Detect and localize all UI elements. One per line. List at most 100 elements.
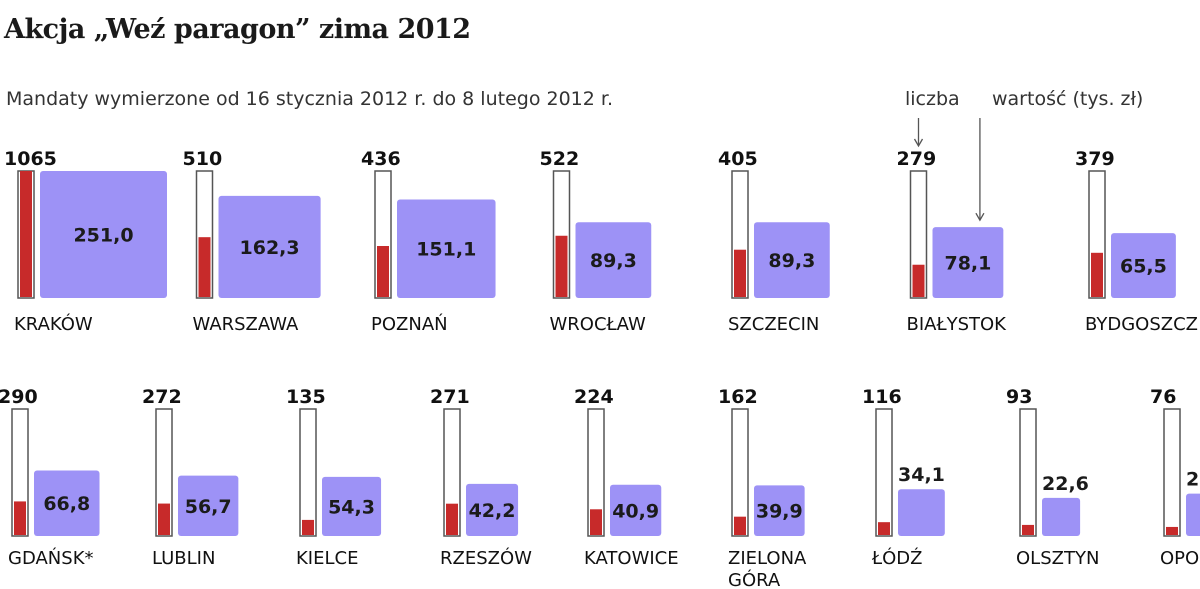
city-label: OLSZTYN	[1016, 548, 1099, 569]
city-label: WROCŁAW	[550, 314, 646, 335]
city-label: GDAŃSK*	[8, 547, 94, 569]
count-label: 405	[718, 148, 758, 170]
count-tube	[731, 408, 749, 537]
city-group: 290 66,8 GDAŃSK*	[0, 386, 100, 569]
value-label: 40,9	[612, 500, 659, 522]
count-label: 162	[718, 386, 758, 408]
count-label: 224	[574, 386, 614, 408]
value-square	[575, 222, 652, 298]
city-group: 405 89,3 SZCZECIN	[718, 148, 830, 335]
count-label: 272	[142, 386, 182, 408]
value-label: 34,1	[898, 464, 945, 486]
chart-subtitle: Mandaty wymierzone od 16 stycznia 2012 r…	[6, 88, 613, 110]
count-bar	[302, 519, 314, 535]
count-label: 1065	[4, 148, 57, 170]
value-label: 89,3	[768, 250, 815, 272]
legend-value-label: wartość (tys. zł)	[992, 88, 1144, 110]
city-label: LUBLIN	[152, 548, 215, 569]
city-group: 93 22,6 OLSZTYN	[1006, 386, 1099, 569]
count-bar	[912, 264, 925, 297]
count-label: 510	[183, 148, 223, 170]
value-square	[40, 171, 167, 298]
value-square	[322, 476, 382, 536]
city-group: 522 89,3 WROCŁAW	[540, 148, 652, 335]
count-label: 522	[540, 148, 580, 170]
count-bar	[377, 246, 389, 297]
count-label: 76	[1150, 386, 1176, 408]
count-bar	[555, 235, 568, 297]
count-tube	[875, 408, 893, 537]
city-label: KATOWICE	[584, 548, 679, 569]
count-label: 135	[286, 386, 326, 408]
value-label: 56,7	[185, 496, 232, 518]
city-label: ŁÓDŹ	[871, 547, 922, 569]
value-legend-arrow-head	[975, 212, 985, 222]
city-label: WARSZAWA	[193, 314, 300, 335]
city-label: KRAKÓW	[14, 313, 93, 335]
count-bar	[734, 249, 746, 297]
value-label: 27,9	[1186, 469, 1200, 491]
count-bar	[20, 171, 32, 297]
city-group: 271 42,2 RZESZÓW	[430, 386, 532, 569]
count-bar	[1166, 526, 1178, 535]
count-bar	[446, 503, 458, 535]
legend-count-label: liczba	[905, 88, 960, 110]
city-label: BIAŁYSTOK	[907, 314, 1008, 335]
value-square	[932, 227, 1004, 298]
city-label: ZIELONA	[728, 548, 807, 569]
city-group: 135 54,3 KIELCE	[286, 386, 382, 569]
value-label: 22,6	[1042, 473, 1089, 495]
value-label: 54,3	[328, 496, 375, 518]
city-group: 224 40,9 KATOWICE	[574, 386, 679, 569]
count-label: 271	[430, 386, 470, 408]
value-square	[178, 475, 239, 536]
value-label: 251,0	[73, 225, 133, 247]
value-square	[754, 485, 805, 536]
count-label: 93	[1006, 386, 1032, 408]
city-group: 1065 251,0 KRAKÓW	[4, 148, 167, 335]
count-bar	[1022, 524, 1034, 535]
value-label: 39,9	[756, 501, 803, 523]
count-bar	[198, 237, 211, 297]
count-bar	[14, 501, 26, 535]
city-label: BYDGOSZCZ	[1085, 314, 1198, 335]
city-label: SZCZECIN	[728, 314, 819, 335]
city-label: GÓRA	[728, 569, 781, 589]
value-square	[610, 484, 662, 536]
city-group: 272 56,7 LUBLIN	[142, 386, 239, 569]
count-bar	[1091, 252, 1103, 297]
count-bar	[158, 503, 170, 535]
value-square	[1186, 493, 1200, 536]
count-tube	[587, 408, 605, 537]
count-label: 436	[361, 148, 401, 170]
city-group: 279 78,1 BIAŁYSTOK	[897, 148, 1008, 335]
city-label: RZESZÓW	[440, 547, 532, 569]
city-group: 116 34,1 ŁÓDŹ	[862, 386, 945, 569]
value-square	[754, 222, 830, 298]
count-legend-arrow-head	[913, 138, 924, 148]
city-group: 76 27,9 OPOLE	[1150, 386, 1200, 569]
value-square	[1042, 497, 1081, 536]
value-square	[466, 483, 519, 536]
chart-title: Akcja „Weź paragon” zima 2012	[4, 14, 471, 45]
value-label: 65,5	[1120, 256, 1167, 278]
value-label: 162,3	[240, 237, 300, 259]
city-label: KIELCE	[296, 548, 358, 569]
city-group: 510 162,3 WARSZAWA	[183, 148, 321, 335]
value-square	[218, 195, 321, 298]
city-label: OPOLE	[1160, 548, 1200, 569]
count-tube	[299, 408, 317, 537]
count-tube	[1163, 408, 1181, 537]
count-bar	[734, 516, 746, 535]
value-label: 151,1	[416, 239, 476, 261]
value-label: 89,3	[590, 250, 637, 272]
count-label: 379	[1075, 148, 1115, 170]
count-label: 290	[0, 386, 38, 408]
value-label: 66,8	[43, 493, 90, 515]
count-label: 279	[897, 148, 937, 170]
city-label: POZNAŃ	[371, 313, 448, 335]
value-square	[397, 199, 496, 298]
value-square	[898, 489, 945, 536]
